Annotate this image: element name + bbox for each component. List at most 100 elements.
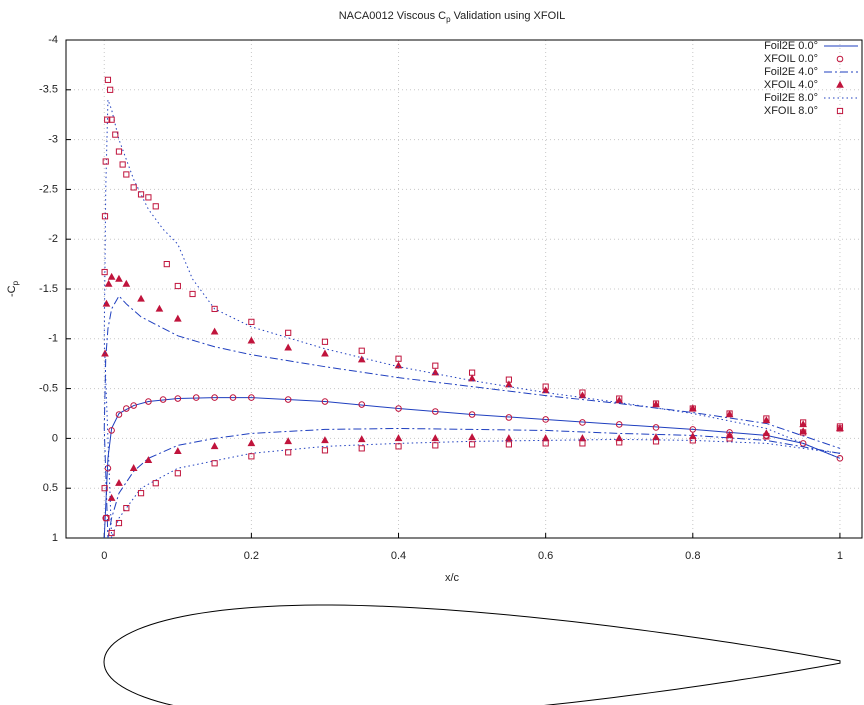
marker-square (432, 362, 439, 369)
y-tick-label: -4 (48, 34, 58, 46)
marker-triangle (104, 279, 113, 287)
marker-circle (192, 394, 200, 401)
marker-circle (358, 401, 366, 408)
marker-triangle (615, 434, 624, 442)
marker-square (174, 470, 181, 477)
marker-circle (104, 464, 112, 472)
marker-triangle (173, 447, 182, 455)
y-tick-label: 0 (52, 432, 58, 444)
marker-circle (130, 402, 137, 409)
marker-triangle (247, 439, 256, 447)
cp-line (103, 295, 841, 538)
marker-square (115, 519, 123, 527)
marker-square (145, 194, 152, 201)
legend-label: Foil2E 4.0° (764, 66, 818, 78)
marker-square (616, 439, 623, 446)
marker-square (152, 480, 159, 487)
marker-square (689, 437, 696, 444)
marker-triangle (115, 478, 123, 486)
chart-title: NACA0012 Viscous Cp Validation using XFO… (339, 10, 566, 24)
marker-circle (284, 396, 292, 403)
x-tick-label: 0 (101, 550, 107, 562)
y-tick-label: -2 (48, 233, 58, 245)
airfoil-outline (103, 604, 841, 705)
x-tick-label: 0.6 (538, 550, 553, 562)
legend-label: Foil2E 0.0° (764, 40, 818, 52)
marker-circle (652, 424, 660, 431)
marker-circle (174, 395, 182, 402)
x-tick-label: 0.2 (244, 550, 259, 562)
marker-square (174, 282, 181, 290)
marker-square (689, 405, 696, 412)
marker-triangle (284, 343, 293, 351)
marker-circle (108, 427, 115, 434)
legend-label: Foil2E 8.0° (764, 92, 818, 104)
y-tick-label: -3.5 (39, 84, 58, 96)
y-tick-label: 1 (52, 532, 58, 544)
marker-triangle (431, 434, 440, 442)
marker-square (542, 383, 549, 390)
marker-triangle (394, 434, 403, 442)
legend-label: XFOIL 0.0° (764, 53, 818, 65)
marker-triangle (836, 80, 844, 88)
marker-square (112, 131, 119, 138)
marker-square (763, 415, 770, 422)
marker-square (800, 429, 807, 436)
marker-square (726, 435, 733, 442)
marker-triangle (688, 432, 697, 440)
marker-triangle (357, 355, 366, 363)
marker-triangle (725, 410, 734, 418)
marker-square (652, 438, 660, 445)
cp-line (103, 397, 841, 538)
marker-square (579, 389, 586, 396)
marker-circle (211, 394, 218, 401)
marker-circle (468, 411, 476, 418)
marker-square (101, 213, 109, 220)
y-tick-label: -1 (48, 333, 58, 345)
marker-triangle (321, 436, 329, 444)
marker-square (102, 158, 109, 165)
y-label-sub: p (11, 280, 20, 285)
marker-triangle (578, 434, 587, 442)
marker-triangle (247, 336, 256, 344)
marker-square (101, 268, 108, 276)
marker-square (119, 161, 126, 168)
marker-triangle (122, 279, 131, 287)
marker-square (505, 441, 512, 448)
y-label-text: -C (6, 285, 18, 297)
marker-triangle (210, 327, 219, 335)
y-tick-label: -3 (48, 134, 58, 146)
marker-triangle (468, 433, 476, 441)
y-tick-label: -1.5 (39, 283, 58, 295)
marker-square (321, 447, 329, 454)
marker-square (652, 400, 660, 407)
plot-area (101, 76, 844, 538)
marker-triangle (615, 396, 624, 404)
marker-square (248, 318, 255, 325)
marker-triangle (541, 434, 550, 442)
legend-label: XFOIL 8.0° (764, 105, 818, 117)
marker-circle (836, 55, 844, 63)
marker-square (137, 490, 145, 497)
marker-square (285, 329, 292, 336)
marker-triangle (284, 437, 293, 445)
marker-square (763, 433, 770, 440)
y-tick-label: -0.5 (39, 383, 58, 395)
plot-frame (65, 39, 863, 539)
marker-square (211, 460, 218, 467)
marker-square (108, 529, 115, 537)
marker-square (579, 440, 586, 447)
marker-square (432, 442, 439, 449)
marker-triangle (799, 420, 807, 428)
marker-triangle (137, 294, 145, 302)
marker-circle (799, 440, 807, 447)
marker-triangle (357, 435, 366, 443)
marker-square (505, 376, 512, 383)
marker-circle (123, 405, 130, 412)
marker-square (123, 505, 130, 512)
marker-square (542, 440, 549, 447)
marker-circle (159, 396, 167, 403)
marker-circle (615, 421, 623, 428)
marker-circle (229, 394, 237, 401)
marker-square (152, 203, 159, 210)
